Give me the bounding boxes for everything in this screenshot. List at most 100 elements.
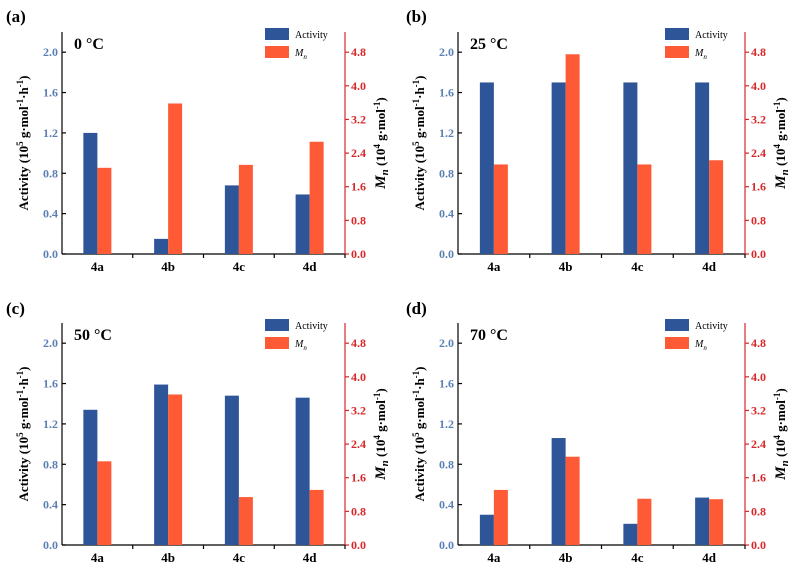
mn-bar-4a [97,461,112,545]
x-tick-label: 4b [559,259,573,274]
legend-mn-label: Mn [294,339,307,352]
panel-d: 0.0 0.4 0.8 1.2 1.6 2.0 0.0 0.8 1.6 2.4 3.2 4.0 4.8 4… [406,299,791,565]
left-tick-label: 0.8 [43,166,58,180]
legend-mn-swatch [665,337,689,349]
activity-bar-4a [479,514,494,545]
left-tick-label: 0.8 [439,457,454,471]
right-axis-title: Mn (104 g·mol-1) [772,97,791,189]
x-tick-label: 4b [161,550,175,565]
right-tick-label: 1.6 [751,180,766,194]
right-tick-label: 4.8 [751,45,766,59]
temperature-label: 70 °C [470,327,508,344]
left-tick-label: 1.6 [439,377,454,391]
left-tick-label: 1.2 [43,417,58,431]
panel-b: 0.0 0.4 0.8 1.2 1.6 2.0 0.0 0.8 1.6 2.4 3.2 4.0 4.8 4… [406,7,791,274]
activity-bar-4b [154,384,169,545]
right-tick-label: 1.6 [351,471,366,485]
activity-bar-4a [479,82,494,254]
mn-bar-4c [637,498,652,545]
left-tick-label: 1.2 [43,126,58,140]
x-tick-label: 4a [91,259,105,274]
right-axis-title: Mn (104 g·mol-1) [372,388,391,480]
activity-bar-4b [551,82,566,254]
x-tick-label: 4a [487,259,501,274]
right-axis-title: Mn (104 g·mol-1) [772,388,791,480]
activity-bar-4c [224,185,239,254]
right-tick-label: 3.2 [751,112,766,126]
mn-bar-4c [238,164,253,254]
x-tick-label: 4c [233,259,246,274]
x-tick-label: 4c [631,259,644,274]
panel-label: (b) [406,7,427,26]
mn-bar-4b [565,456,580,545]
legend-activity-label: Activity [695,321,728,332]
panel-label: (d) [406,299,427,318]
left-tick-label: 1.6 [439,86,454,100]
mn-bar-4b [168,394,183,545]
activity-bar-4d [695,497,710,545]
right-tick-label: 0.8 [751,504,766,518]
mn-bar-4b [168,103,183,255]
right-tick-label: 1.6 [351,180,366,194]
left-tick-label: 1.2 [439,417,454,431]
activity-bar-4d [295,397,310,545]
legend-activity-swatch [265,28,289,40]
right-tick-label: 0.0 [751,247,766,261]
panel-label: (a) [6,7,26,26]
activity-bar-4d [295,194,310,254]
right-tick-label: 4.0 [351,370,366,384]
mn-bar-4d [309,489,324,545]
legend-activity-label: Activity [695,30,728,41]
legend-mn-label: Mn [294,48,307,61]
right-tick-label: 0.8 [351,504,366,518]
mn-bar-4d [709,499,724,545]
mn-bar-4c [238,497,253,545]
activity-bar-4d [695,82,710,254]
activity-bar-4b [154,238,169,254]
legend-mn-swatch [265,46,289,58]
left-axis-title: Activity (105 g·mol-1·h-1) [411,75,427,210]
left-tick-label: 0.4 [43,498,58,512]
mn-bar-4d [309,141,324,254]
right-tick-label: 0.8 [751,213,766,227]
right-tick-label: 0.0 [751,538,766,552]
legend-activity-swatch [265,319,289,331]
left-axis-title: Activity (105 g·mol-1·h-1) [15,75,31,210]
mn-bar-4d [709,160,724,254]
mn-bar-4a [493,164,508,254]
legend-mn-swatch [665,46,689,58]
legend-activity-swatch [665,28,689,40]
right-axis-title: Mn (104 g·mol-1) [372,97,391,189]
activity-bar-4a [83,409,98,545]
left-tick-label: 0.0 [439,538,454,552]
temperature-label: 25 °C [470,36,508,53]
left-tick-label: 1.6 [43,377,58,391]
activity-bar-4c [224,395,239,545]
x-tick-label: 4d [303,550,318,565]
legend-mn-label: Mn [694,48,707,61]
left-tick-label: 2.0 [43,336,58,350]
right-tick-label: 2.4 [751,146,766,160]
right-tick-label: 2.4 [751,437,766,451]
mn-bar-4b [565,54,580,255]
left-tick-label: 0.4 [439,207,454,221]
temperature-label: 50 °C [74,327,112,344]
left-tick-label: 0.8 [43,457,58,471]
legend-activity-label: Activity [295,30,328,41]
right-tick-label: 4.8 [351,336,366,350]
panel-label: (c) [6,299,25,318]
x-tick-label: 4a [91,550,105,565]
left-tick-label: 0.4 [439,498,454,512]
mn-bar-4a [493,489,508,545]
right-tick-label: 4.8 [751,336,766,350]
left-tick-label: 0.0 [43,247,58,261]
right-tick-label: 2.4 [351,146,366,160]
mn-bar-4a [97,167,112,254]
left-tick-label: 0.4 [43,207,58,221]
x-tick-label: 4b [161,259,175,274]
right-tick-label: 2.4 [351,437,366,451]
activity-bar-4c [623,82,638,254]
right-tick-label: 1.6 [751,471,766,485]
mn-bar-4c [637,164,652,254]
